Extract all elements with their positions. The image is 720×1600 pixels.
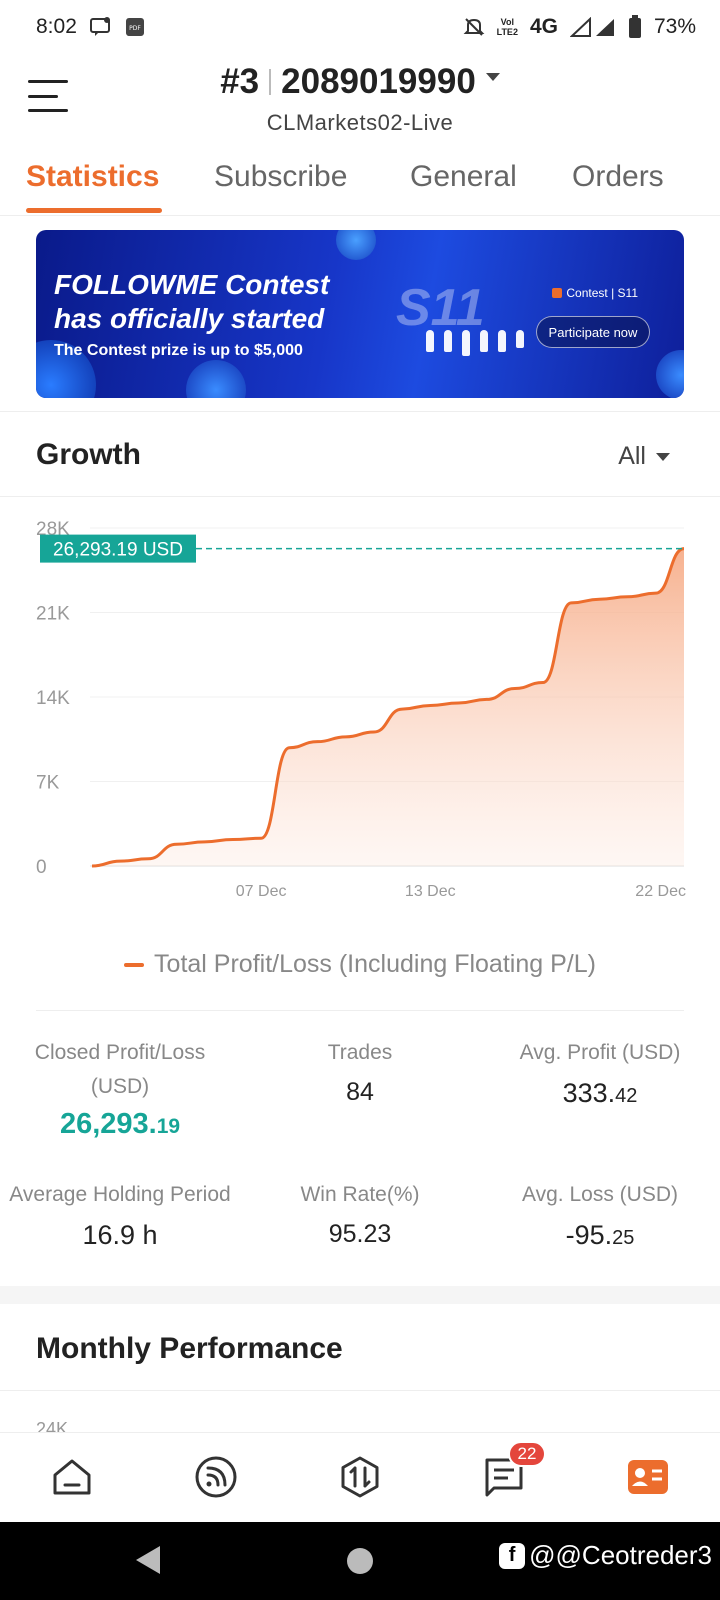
growth-title: Growth — [36, 438, 141, 471]
stat-avg-loss: Avg. Loss (USD) -95.25 — [480, 1178, 720, 1251]
account-number: 2089019990 — [281, 62, 476, 101]
y-tick-label: 21K — [36, 604, 70, 625]
trades-value: 84 — [346, 1078, 374, 1106]
section-divider — [0, 1286, 720, 1304]
status-bar: 8:02 PDF Vol LTE2 4G 73% — [0, 0, 720, 54]
chat-notification-icon — [89, 16, 113, 38]
messages-icon[interactable]: 22 — [480, 1441, 546, 1501]
avg-profit-value: 333.42 — [562, 1078, 638, 1108]
battery-level: 73% — [653, 15, 696, 38]
series-line — [91, 547, 685, 868]
tab-orders[interactable]: Orders — [572, 160, 664, 193]
contest-banner[interactable]: FOLLOWME Contest has officially started … — [36, 230, 684, 398]
system-nav-bar: f @@Ceotreder3 — [0, 1522, 720, 1600]
stat-closed-pl: Closed Profit/Loss (USD) 26,293.19 — [0, 1036, 240, 1141]
watermark: f @@Ceotreder3 — [499, 1540, 712, 1571]
monthly-chart-tick: 24K — [36, 1419, 69, 1432]
current-value-label: 26,293.19 USD — [53, 540, 183, 561]
legend-swatch — [124, 962, 145, 967]
pdf-icon: PDF — [125, 17, 145, 37]
app-header: #3 2089019990 CLMarkets02-Live — [0, 54, 720, 146]
tab-bar: Statistics Subscribe General Orders — [0, 150, 720, 216]
feed-icon[interactable] — [192, 1453, 240, 1501]
tab-general[interactable]: General — [410, 160, 517, 193]
y-tick-label: 7K — [36, 773, 60, 794]
svg-text:PDF: PDF — [129, 25, 141, 32]
battery-icon — [628, 15, 642, 39]
tab-statistics[interactable]: Statistics — [26, 160, 160, 193]
closed-pl-value: 26,293.19 — [59, 1108, 181, 1140]
stat-win-rate: Win Rate(%) 95.23 — [240, 1178, 480, 1249]
banner-title: FOLLOWME Contest has officially started — [54, 269, 330, 334]
runners-illustration — [426, 330, 524, 356]
home-button-icon[interactable] — [347, 1548, 373, 1574]
account-server: CLMarkets02-Live — [266, 110, 454, 135]
banner-subtitle: The Contest prize is up to $5,000 — [54, 342, 303, 359]
participate-button[interactable]: Participate now — [536, 316, 650, 348]
stat-avg-holding: Average Holding Period 16.9 h — [0, 1178, 240, 1251]
menu-icon[interactable] — [28, 78, 70, 114]
trade-icon[interactable] — [336, 1453, 384, 1501]
monthly-performance-title: Monthly Performance — [36, 1332, 343, 1365]
network-type: 4G — [529, 15, 558, 38]
win-rate-value: 95.23 — [328, 1220, 392, 1248]
profile-icon[interactable] — [624, 1453, 672, 1501]
x-tick-label: 22 Dec — [635, 883, 686, 900]
facebook-icon: f — [499, 1542, 526, 1569]
status-time: 8:02 — [36, 15, 77, 38]
account-rank: #3 — [220, 62, 260, 101]
caret-down-icon — [656, 452, 670, 461]
caret-down-icon — [485, 73, 500, 81]
volte-icon: Vol LTE2 — [496, 17, 518, 37]
signal-icon — [569, 17, 616, 37]
area-fill — [92, 548, 684, 866]
banner-season: S11 — [396, 279, 485, 337]
brand-logo-icon — [552, 288, 563, 298]
account-selector[interactable]: #3 2089019990 — [0, 62, 720, 102]
y-tick-label: 14K — [36, 688, 70, 709]
y-tick-label: 0 — [36, 857, 47, 878]
legend-label: Total Profit/Loss (Including Floating P/… — [154, 950, 596, 978]
messages-badge: 22 — [508, 1441, 546, 1467]
banner-brand: Contest | S11 — [552, 286, 638, 300]
chart-legend[interactable]: Total Profit/Loss (Including Floating P/… — [0, 950, 720, 979]
current-value-badge — [40, 534, 196, 563]
tab-subscribe[interactable]: Subscribe — [214, 160, 348, 193]
growth-header: Growth All — [0, 412, 720, 496]
growth-chart[interactable]: 28K 21K 14K 7K 0 07 Dec 13 Dec 22 Dec 26,293.19 … — [0, 500, 720, 920]
bottom-nav: 22 — [0, 1432, 720, 1522]
back-icon[interactable] — [136, 1546, 160, 1574]
home-icon[interactable] — [48, 1453, 96, 1501]
mute-icon — [463, 16, 485, 38]
period-dropdown[interactable]: All — [618, 442, 670, 471]
avg-holding-value: 16.9 h — [82, 1220, 158, 1250]
stat-avg-profit: Avg. Profit (USD) 333.42 — [480, 1036, 720, 1109]
x-tick-label: 07 Dec — [236, 883, 287, 900]
x-tick-label: 13 Dec — [405, 883, 456, 900]
avg-loss-value: -95.25 — [565, 1220, 635, 1250]
active-tab-indicator — [26, 208, 162, 213]
stat-trades: Trades 84 — [240, 1036, 480, 1107]
